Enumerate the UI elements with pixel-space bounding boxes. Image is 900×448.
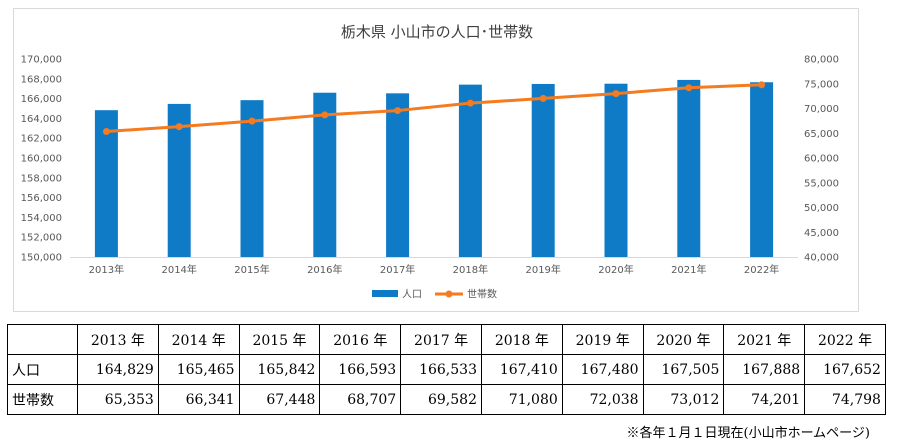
- table-cell: 164,829: [77, 354, 159, 385]
- table-cell: 74,798: [804, 384, 886, 415]
- table-row-label: 世帯数: [7, 384, 78, 415]
- x-tick-label: 2019年: [525, 263, 560, 276]
- table-header-cell: 2014 年: [157, 324, 240, 355]
- y-left-tick-label: 168,000: [21, 74, 62, 85]
- y-left-tick-label: 166,000: [21, 94, 62, 105]
- y-left-tick-label: 158,000: [21, 173, 62, 184]
- table-header-cell: 2022 年: [804, 324, 886, 355]
- table-cell: 67,448: [238, 384, 321, 415]
- x-tick-label: 2018年: [453, 263, 488, 276]
- chart-title: 栃木県 小山市の人口･世帯数: [341, 23, 533, 41]
- table-cell: 69,582: [400, 384, 482, 415]
- point-households: [685, 84, 693, 92]
- x-tick-label: 2017年: [380, 263, 415, 276]
- x-tick-label: 2020年: [598, 263, 633, 276]
- table-row: 人口 164,829 165,465 165,842 166,593 166,533 167…: [7, 354, 886, 385]
- y-left-tick-label: 160,000: [21, 154, 62, 165]
- y-right-tick-label: 65,000: [804, 129, 839, 140]
- table-header-cell: 2018 年: [480, 324, 563, 355]
- bar-population: [386, 93, 410, 257]
- table-cell: 167,505: [642, 354, 725, 385]
- table-cell: 72,038: [561, 384, 644, 415]
- table-cell: 166,593: [319, 354, 402, 385]
- table-header-cell: 2017 年: [400, 324, 482, 355]
- legend-label-households: 世帯数: [467, 288, 497, 301]
- point-households: [539, 94, 547, 102]
- y-left-tick-label: 162,000: [21, 134, 62, 145]
- point-households: [466, 99, 474, 107]
- table-cell: 167,652: [804, 354, 886, 385]
- table-cell: 65,353: [77, 384, 159, 415]
- y-left-tick-label: 150,000: [21, 253, 62, 264]
- bar-population: [531, 83, 555, 257]
- table-cell: 166,533: [400, 354, 482, 385]
- legend-label-population: 人口: [402, 289, 422, 301]
- table-header-cell: 2015 年: [238, 324, 321, 355]
- y-left-tick-label: 156,000: [21, 193, 62, 204]
- table-cell: 165,842: [238, 354, 321, 385]
- point-households: [102, 128, 110, 136]
- y-right-tick-label: 45,000: [804, 228, 839, 239]
- bar-population: [240, 100, 264, 257]
- table-cell: 165,465: [157, 354, 240, 385]
- chart-container: 栃木県 小山市の人口･世帯数 150,000 152,000 154,000 156,0…: [13, 8, 859, 312]
- point-households: [394, 107, 402, 115]
- y-right-tick-label: 60,000: [804, 154, 839, 165]
- x-tick-label: 2013年: [89, 263, 124, 276]
- point-households: [612, 90, 620, 98]
- y-right-tick-label: 70,000: [804, 104, 839, 115]
- bar-population: [677, 79, 701, 257]
- point-households: [175, 123, 183, 131]
- table-cell: 167,888: [723, 354, 806, 385]
- table-cell: 73,012: [642, 384, 725, 415]
- legend-marker-households: [445, 290, 453, 298]
- x-tick-label: 2021年: [671, 263, 706, 276]
- point-households: [321, 111, 329, 119]
- table-header-row: 2013 年 2014 年 2015 年 2016 年 2017 年 2018 年 2019…: [7, 324, 886, 355]
- y-right-tick-label: 40,000: [804, 253, 839, 264]
- table-cell: 74,201: [723, 384, 806, 415]
- bar-population: [167, 103, 191, 257]
- legend-swatch-population: [372, 290, 398, 297]
- source-note: ※各年１月１日現在(小山市ホームページ): [626, 426, 871, 441]
- y-left-tick-label: 152,000: [21, 233, 62, 244]
- table-cell: 66,341: [157, 384, 240, 415]
- table-cell: 167,480: [561, 354, 644, 385]
- table-header-cell: 2016 年: [319, 324, 402, 355]
- line-households: [106, 83, 762, 133]
- x-tick-label: 2022年: [744, 263, 779, 276]
- table-header-cell: 2019 年: [561, 324, 644, 355]
- point-households: [758, 81, 766, 89]
- y-right-tick-label: 80,000: [804, 55, 839, 66]
- y-right-tick-label: 55,000: [804, 178, 839, 189]
- table-corner-cell: [7, 324, 78, 355]
- y-left-tick-label: 154,000: [21, 213, 62, 224]
- table-header-cell: 2013 年: [77, 324, 159, 355]
- point-households: [248, 117, 256, 125]
- bar-population: [750, 82, 774, 257]
- table-row: 世帯数 65,353 66,341 67,448 68,707 69,582 71,080 7…: [7, 384, 886, 415]
- y-right-tick-label: 50,000: [804, 203, 839, 214]
- table-row-label: 人口: [7, 354, 78, 385]
- table-cell: 68,707: [319, 384, 402, 415]
- table-cell: 167,410: [480, 354, 563, 385]
- bar-population: [313, 92, 337, 257]
- table-cell: 71,080: [480, 384, 563, 415]
- y-left-tick-label: 164,000: [21, 114, 62, 125]
- bar-population: [458, 84, 482, 258]
- combo-chart: 栃木県 小山市の人口･世帯数 150,000 152,000 154,000 156,0…: [21, 23, 839, 301]
- bar-population: [604, 83, 628, 257]
- x-tick-label: 2015年: [234, 263, 269, 276]
- y-right-tick-label: 75,000: [804, 79, 839, 90]
- y-left-tick-label: 170,000: [21, 55, 62, 66]
- data-table: 2013 年 2014 年 2015 年 2016 年 2017 年 2018 年 2019…: [7, 324, 886, 415]
- bar-population: [94, 110, 118, 257]
- x-tick-label: 2016年: [307, 263, 342, 276]
- table-header-cell: 2021 年: [723, 324, 806, 355]
- table-header-cell: 2020 年: [642, 324, 725, 355]
- x-tick-label: 2014年: [161, 263, 196, 276]
